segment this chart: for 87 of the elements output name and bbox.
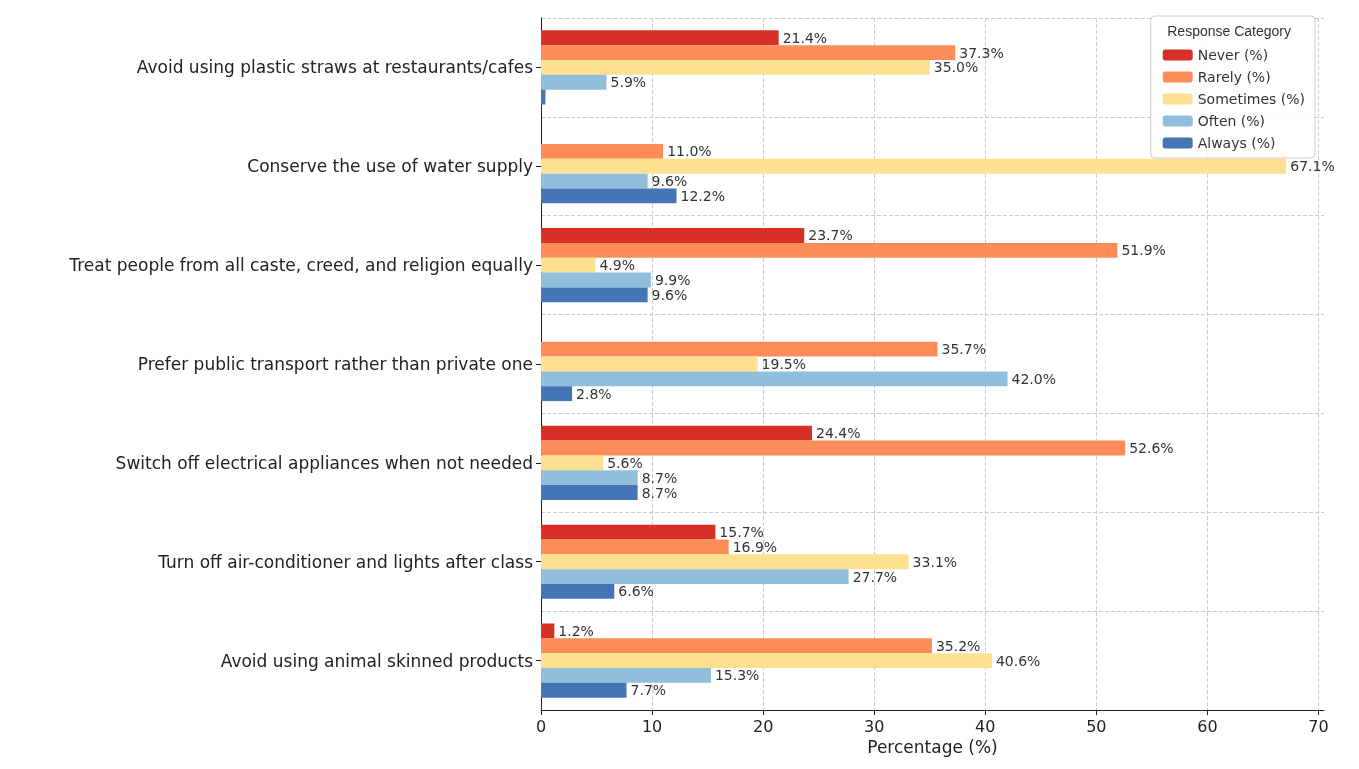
- data-label: 67.1%: [1290, 158, 1335, 175]
- y-tick-label: Treat people from all caste, creed, and religion equally: [68, 255, 533, 276]
- bar: [541, 74, 607, 90]
- bar: [541, 257, 596, 273]
- data-label: 52.6%: [1129, 440, 1174, 457]
- bar: [541, 45, 956, 61]
- data-label: 16.9%: [732, 538, 778, 555]
- legend-title: Response Category: [1167, 23, 1292, 39]
- y-tick-label: Avoid using animal skinned products: [220, 650, 534, 671]
- x-axis-title: Percentage (%): [867, 737, 998, 758]
- bar: [541, 60, 930, 75]
- data-label: 12.2%: [680, 187, 725, 204]
- data-label: 9.6%: [651, 286, 688, 303]
- bar: [541, 455, 604, 471]
- bar: [541, 356, 758, 372]
- bar: [541, 583, 615, 599]
- bar: [541, 682, 627, 698]
- legend-label: Often (%): [1197, 113, 1266, 129]
- data-label: 40.6%: [995, 652, 1041, 669]
- bar: [541, 386, 573, 402]
- legend-label: Sometimes (%): [1197, 91, 1306, 107]
- data-label: 11.0%: [667, 143, 712, 160]
- data-label: 51.9%: [1121, 242, 1166, 259]
- bar: [541, 89, 546, 105]
- data-label: 6.6%: [618, 583, 654, 600]
- data-label: 35.7%: [941, 341, 986, 358]
- x-tick-label: 50: [1086, 716, 1107, 736]
- bar: [541, 554, 909, 570]
- data-label: 19.5%: [761, 356, 807, 372]
- x-tick-label: 20: [752, 716, 774, 736]
- bar: [541, 667, 711, 683]
- legend-label: Always (%): [1197, 135, 1276, 151]
- data-label: 35.0%: [933, 59, 979, 76]
- bar: [541, 228, 805, 243]
- data-label: 33.1%: [912, 553, 958, 570]
- x-tick-label: 30: [864, 716, 885, 736]
- x-tick-label: 70: [1308, 716, 1329, 736]
- y-tick-label: Prefer public transport rather than private one: [137, 354, 533, 374]
- x-tick-label: 0: [535, 716, 547, 736]
- data-label: 9.9%: [654, 271, 691, 288]
- y-tick-label: Conserve the use of water supply: [247, 156, 533, 177]
- data-label: 21.4%: [782, 29, 828, 46]
- data-label: 5.9%: [610, 74, 647, 91]
- y-tick-label: Turn off air-conditioner and lights after class: [157, 551, 534, 572]
- bar: [541, 341, 938, 357]
- data-label: 24.4%: [816, 425, 861, 442]
- data-label: 15.7%: [719, 524, 764, 541]
- bar: [541, 653, 992, 668]
- bar: [541, 485, 638, 500]
- data-label: 27.7%: [852, 568, 898, 585]
- data-label: 7.7%: [630, 682, 667, 699]
- data-label: 5.6%: [607, 454, 643, 471]
- data-label: 1.2%: [558, 622, 594, 639]
- bar: [541, 440, 1126, 456]
- bar: [541, 539, 729, 555]
- legend-label: Never (%): [1197, 47, 1269, 63]
- data-label: 42.0%: [1011, 370, 1056, 387]
- legend-label: Rarely (%): [1197, 69, 1271, 85]
- data-label: 9.6%: [651, 173, 688, 190]
- bar: [541, 158, 1287, 174]
- data-label: 8.7%: [641, 469, 678, 486]
- bar: [541, 371, 1008, 387]
- bar: [541, 242, 1118, 258]
- data-label: 37.3%: [959, 44, 1004, 61]
- data-label: 15.3%: [714, 667, 760, 684]
- bar: [541, 569, 849, 584]
- data-label: 2.8%: [576, 385, 612, 402]
- x-tick-label: 10: [641, 716, 663, 736]
- bar: [541, 188, 677, 204]
- data-label: 8.7%: [641, 484, 678, 501]
- bar: [541, 623, 555, 639]
- bar: [541, 470, 638, 486]
- data-label: 35.2%: [935, 637, 981, 654]
- y-tick-label: Avoid using plastic straws at restaurants/cafes: [136, 57, 534, 78]
- bar: [541, 144, 664, 159]
- bar: [541, 30, 779, 46]
- bar: [541, 173, 648, 189]
- bar: [541, 272, 651, 288]
- bar: [541, 425, 812, 441]
- bar: [541, 287, 648, 303]
- bar: [541, 638, 932, 654]
- y-tick-label: Switch off electrical appliances when not needed: [115, 452, 533, 473]
- x-tick-label: 40: [975, 716, 996, 736]
- data-label: 4.9%: [599, 257, 635, 274]
- x-tick-label: 60: [1197, 716, 1218, 736]
- data-label: 23.7%: [808, 227, 853, 244]
- bar: [541, 524, 716, 540]
